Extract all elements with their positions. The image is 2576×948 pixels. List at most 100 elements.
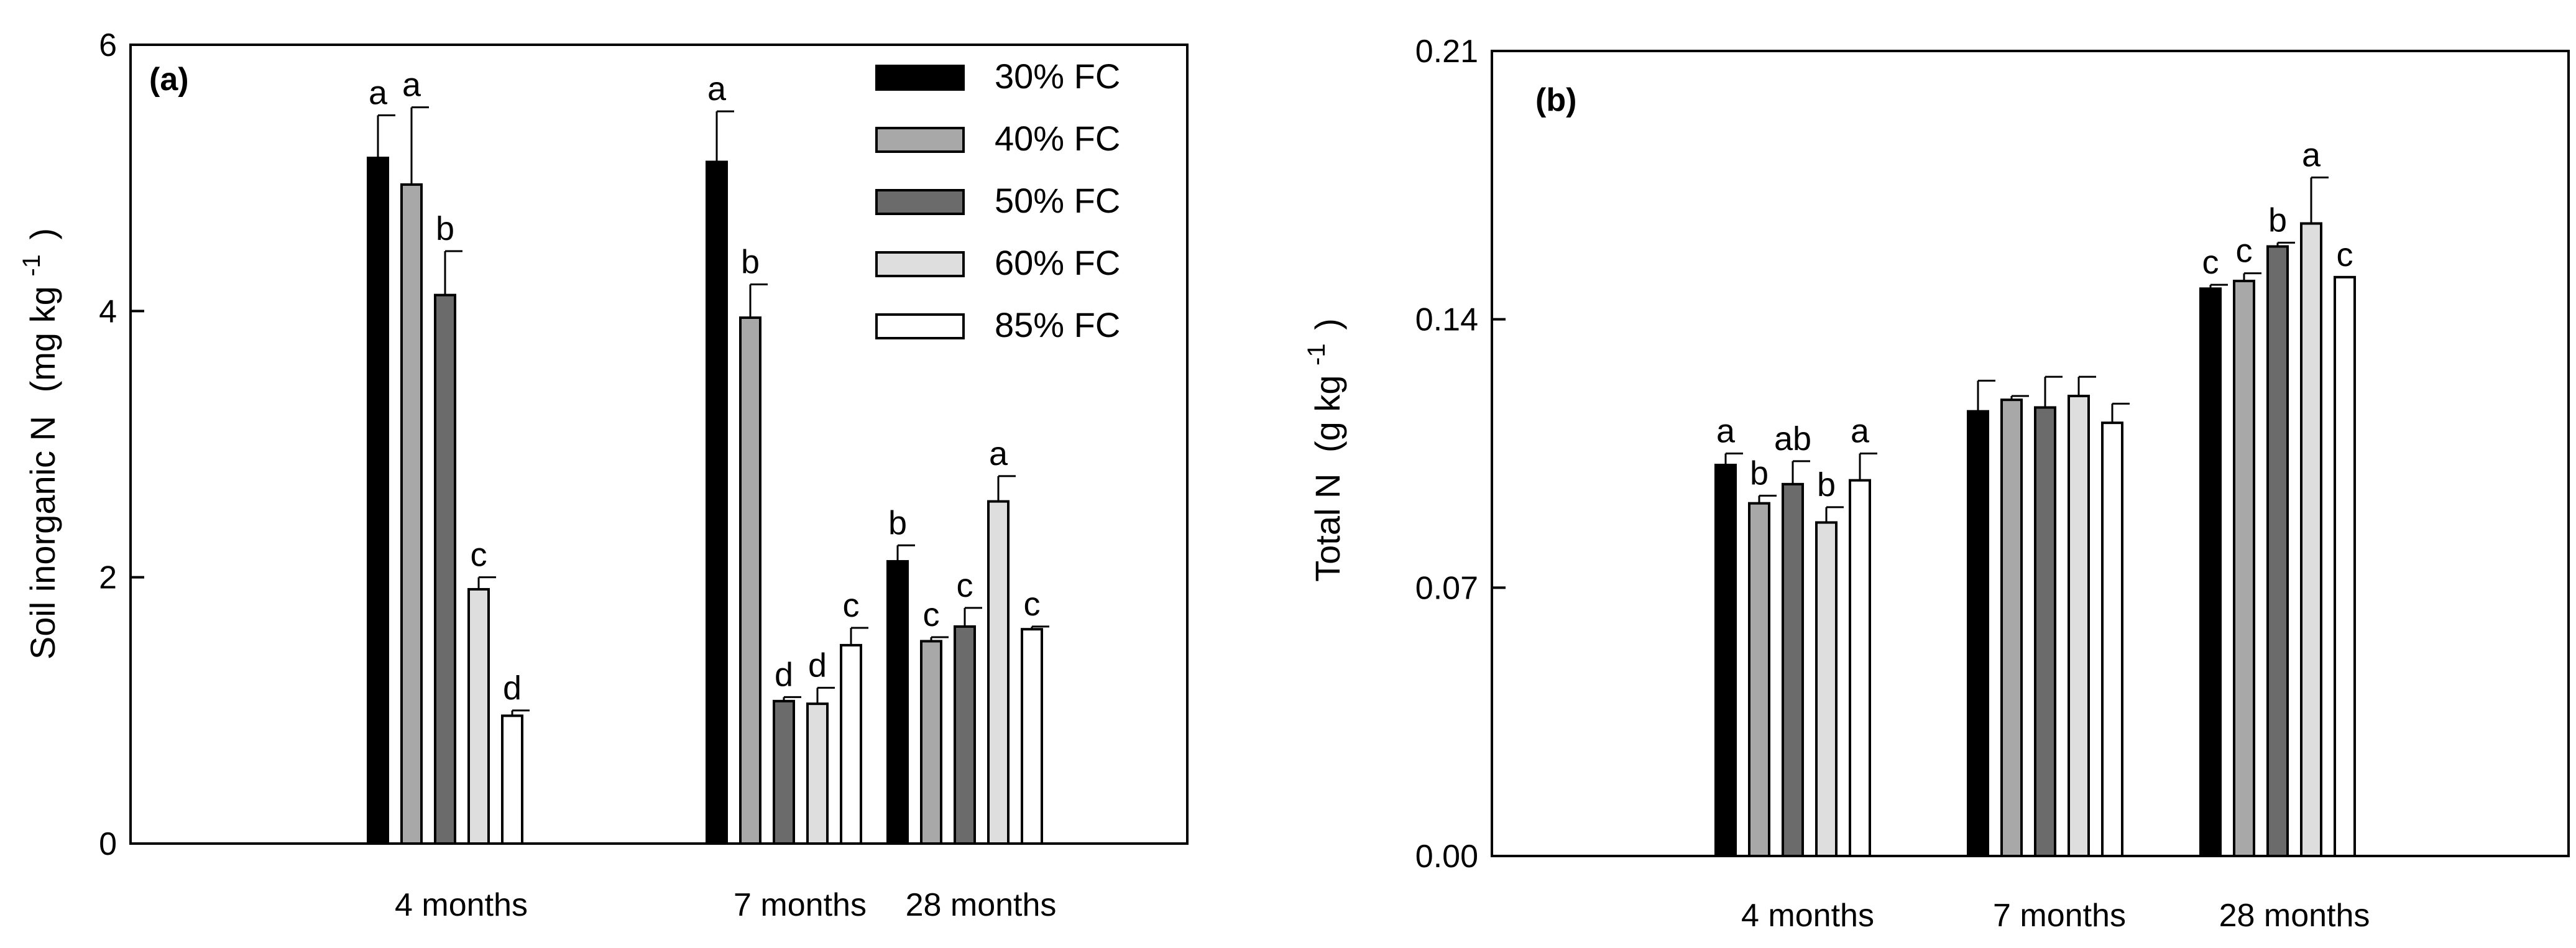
- panel-b-bar: [2068, 395, 2090, 857]
- panel-a-y-axis-title: Soil inorganic N (mg kg -1 ): [8, 228, 62, 660]
- legend-label: 40% FC: [995, 119, 1120, 158]
- panel-b-bar: [1967, 410, 1989, 857]
- panel-a-bar: [920, 640, 942, 845]
- panel-b-significance-letter: c: [2202, 244, 2219, 281]
- panel-b-yunit-open: (g kg: [1308, 375, 1347, 453]
- panel-a-significance-letter: b: [741, 244, 760, 281]
- panel-a-bar: [706, 160, 728, 845]
- legend-label: 50% FC: [995, 181, 1120, 220]
- panel-b-bar: [1782, 482, 1804, 857]
- panel-b-bar: [2233, 280, 2255, 857]
- panel-b-ytick-label: 0.00: [1415, 839, 1478, 875]
- panel-a-category-label: 7 months: [734, 887, 867, 923]
- legend-swatch: [875, 127, 965, 153]
- panel-a-significance-letter: c: [1024, 586, 1041, 623]
- panel-a-bar: [886, 559, 909, 845]
- panel-a-y-ticks: 0 2 4 6: [99, 27, 144, 862]
- panel-a-x-tick-labels: 4 months 7 months 28 months: [395, 887, 1056, 923]
- panel-b-ytick-label: 0.14: [1415, 302, 1478, 338]
- legend-swatch: [875, 189, 965, 215]
- panel-b-bar: [1748, 502, 1770, 857]
- panel-a-category-label: 28 months: [906, 887, 1057, 923]
- panel-a-significance-letter: d: [503, 670, 522, 707]
- panel-b-significance-letter: b: [2268, 201, 2287, 239]
- panel-b-significance-letter: ab: [1774, 420, 1811, 458]
- panel-b-bar: [1714, 464, 1737, 857]
- panel-a-significance-letter: b: [888, 504, 907, 541]
- panel-a-significance-letter: a: [369, 75, 388, 112]
- legend-label: 30% FC: [995, 57, 1120, 96]
- panel-a-significance-letter: a: [989, 435, 1008, 472]
- panel-a-bar: [840, 643, 862, 845]
- panel-b-significance-letter: c: [2236, 232, 2253, 270]
- panel-b-y-axis-title: Total N (g kg -1 ): [1293, 318, 1347, 582]
- panel-b-bar: [2199, 287, 2222, 858]
- panel-b-bar: [2266, 245, 2289, 857]
- panel-a-ytick-label: 0: [99, 826, 117, 862]
- panel-a-ylabel: Soil inorganic N: [23, 416, 62, 660]
- panel-a-bar: [467, 587, 490, 845]
- panel-a-bar: [501, 714, 523, 845]
- panel-a-significance-letter: a: [402, 67, 421, 104]
- panel-b-bar: [2000, 398, 2023, 857]
- panel-a-bar: [434, 293, 456, 845]
- panel-b-category-label: 28 months: [2219, 898, 2370, 934]
- panel-a-significance-letter: a: [707, 70, 727, 108]
- panel-a-bar: [773, 699, 795, 845]
- legend-swatch: [875, 313, 965, 339]
- legend-label: 60% FC: [995, 243, 1120, 282]
- panel-b-category-label: 7 months: [1993, 898, 2126, 934]
- panel-b-yunit-close: ): [1308, 318, 1347, 330]
- panel-b-significance-letter: b: [1750, 454, 1769, 492]
- panel-b-bar: [2300, 222, 2322, 857]
- panel-a-frame: [129, 44, 1189, 845]
- panel-a-label: (a): [149, 62, 189, 98]
- panel-a-yunit-exp: -1: [18, 254, 45, 277]
- panel-b-ylabel: Total N: [1308, 474, 1347, 582]
- panel-b-bar: [2034, 406, 2056, 857]
- panel-a-yunit-close: ): [23, 228, 62, 240]
- panel-b-frame: [1491, 50, 2570, 857]
- panel-a-significance-letter: c: [843, 587, 860, 624]
- panel-a-bar: [1021, 628, 1043, 845]
- panel-b-category-label: 4 months: [1741, 898, 1874, 934]
- panel-a-significance-letter: b: [436, 210, 454, 247]
- panel-b-significance-letter: a: [1851, 413, 1870, 450]
- panel-a-significance-letter: d: [808, 647, 827, 684]
- panel-a-significance-letter: c: [471, 536, 487, 574]
- panel-b-significance-letter: b: [1817, 466, 1836, 504]
- panel-a-significance-letter: c: [957, 567, 973, 604]
- panel-b-y-ticks: 0.00 0.07 0.14 0.21: [1415, 34, 1506, 875]
- panel-b-significance-letter: a: [2302, 137, 2321, 174]
- panel-a-ytick-label: 6: [99, 27, 117, 63]
- panel-a-bar: [954, 625, 976, 845]
- panel-a-bar: [987, 500, 1010, 845]
- svg-text:Total N (g kg: Total N (g kg -1 ): [1293, 318, 1347, 582]
- panel-a-yunit-open: (mg kg: [23, 286, 62, 392]
- legend-swatch: [875, 65, 965, 91]
- panel-b-ytick-label: 0.21: [1415, 34, 1478, 70]
- panel-a-bar: [739, 316, 761, 845]
- panel-b-bar: [1849, 479, 1871, 857]
- panel-a-bar: [806, 702, 829, 845]
- panel-a-ytick-label: 4: [99, 293, 117, 329]
- panel-b-bar: [2101, 421, 2123, 857]
- panel-a-ytick-label: 2: [99, 560, 117, 596]
- panel-b-bar: [2334, 275, 2356, 858]
- legend-label: 85% FC: [995, 305, 1120, 344]
- panel-a-significance-letter: c: [923, 596, 940, 633]
- panel-a-bar: [400, 183, 423, 845]
- panel-a-significance-letter: d: [775, 656, 793, 693]
- panel-b-significance-letter: c: [2337, 236, 2353, 274]
- panel-a-category-label: 4 months: [395, 887, 528, 923]
- svg-text:Soil inorganic N (mg k: Soil inorganic N (mg kg -1 ): [8, 228, 62, 660]
- panel-a-bar: [367, 157, 389, 845]
- panel-b-label: (b): [1535, 82, 1576, 118]
- panel-b-x-tick-labels: 4 months 7 months 28 months: [1741, 898, 2370, 934]
- panel-b-ytick-label: 0.07: [1415, 570, 1478, 606]
